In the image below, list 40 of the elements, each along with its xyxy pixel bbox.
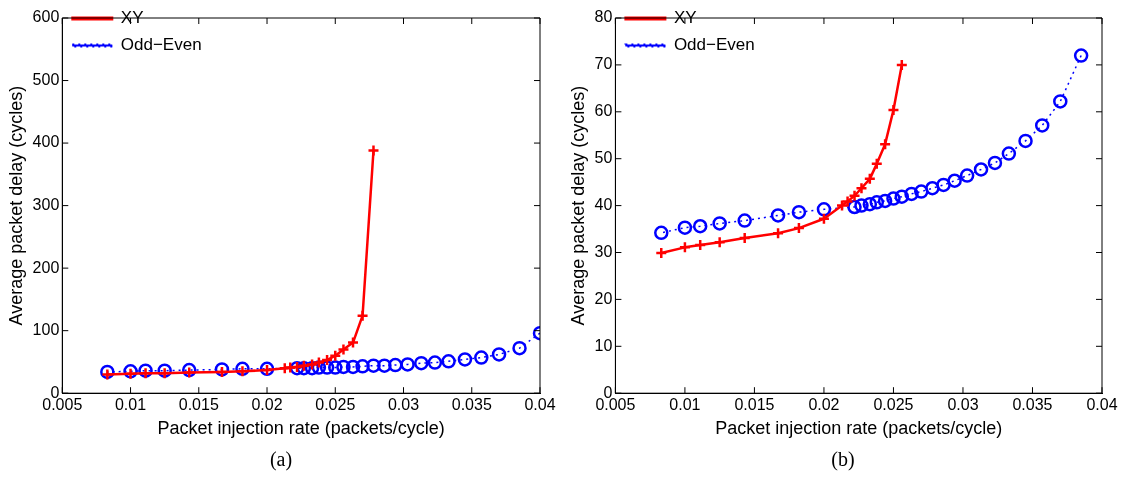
x-tick-label: 0.02 [808,396,840,414]
x-tick-label: 0.025 [315,396,356,414]
y-tick-label: 30 [594,242,613,260]
x-tick-label: 0.035 [1012,396,1053,414]
y-tick-label: 40 [594,196,613,214]
x-tick-label: 0.005 [42,396,83,414]
y-tick-label: 70 [594,55,613,73]
y-tick-label: 100 [32,321,60,339]
y-tick-label: 20 [594,289,613,307]
text: (a) [268,448,294,471]
x-tick-label: 0.03 [387,396,420,414]
x-tick-label: 0.04 [524,396,556,414]
x-tick-label: 0.005 [595,396,636,414]
y-axis-title: Average packet delay (cycles) [567,85,588,326]
y-tick-label: 50 [594,149,613,167]
y-tick-label: 400 [32,133,60,151]
text: (b) [830,448,856,471]
y-axis-title: Average packet delay (cycles) [5,85,26,326]
y-tick-label: 300 [32,196,60,214]
x-tick-label: 0.01 [114,396,147,414]
x-tick-label: 0.035 [451,396,492,414]
y-tick-label: 10 [594,336,613,354]
x-axis-title: Packet injection rate (packets/cycle) [715,418,1003,439]
y-tick-label: 200 [32,258,60,276]
x-tick-label: 0.04 [1086,396,1118,414]
x-tick-label: 0.01 [669,396,701,414]
y-tick-label: 80 [594,8,613,26]
x-tick-label: 0.03 [947,396,979,414]
x-axis-title: Packet injection rate (packets/cycle) [157,418,445,439]
legend-label: Odd−Even [120,35,202,55]
legend-label: XY [673,8,697,28]
y-tick-label: 600 [32,8,60,26]
x-tick-label: 0.015 [178,396,219,414]
legend-label: Odd−Even [673,35,755,55]
y-tick-label: 500 [32,70,60,88]
y-tick-label: 60 [594,102,613,120]
legend-label: XY [120,8,144,28]
x-tick-label: 0.025 [873,396,914,414]
x-tick-label: 0.015 [734,396,775,414]
x-tick-label: 0.02 [251,396,283,414]
